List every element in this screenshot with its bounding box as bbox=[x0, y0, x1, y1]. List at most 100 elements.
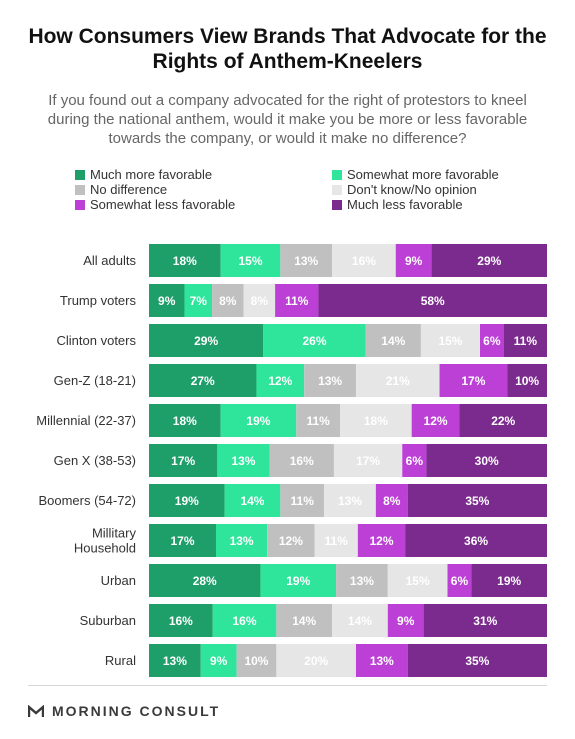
data-label: 6% bbox=[483, 334, 501, 348]
bar-segment bbox=[149, 244, 221, 277]
data-label: 13% bbox=[338, 494, 362, 508]
bar-segment bbox=[411, 404, 460, 437]
data-label: 16% bbox=[233, 614, 257, 628]
bar-segment bbox=[215, 524, 268, 557]
bar-segment bbox=[332, 604, 388, 637]
category-label-line: Millitary bbox=[92, 526, 137, 541]
data-label: 11% bbox=[325, 534, 349, 548]
chart-title: How Consumers View Brands That Advocate … bbox=[28, 25, 547, 73]
data-label: 58% bbox=[421, 294, 445, 308]
category-label: Rural bbox=[105, 653, 136, 668]
bar-segment bbox=[267, 524, 315, 557]
data-label: 19% bbox=[497, 574, 521, 588]
bar-segment bbox=[407, 644, 547, 677]
bar-segment bbox=[439, 364, 508, 397]
data-label: 13% bbox=[318, 374, 342, 388]
category-label: Trump voters bbox=[60, 293, 137, 308]
data-label: 12% bbox=[279, 534, 303, 548]
bar-segment bbox=[280, 244, 333, 277]
bar-segment bbox=[149, 604, 213, 637]
bar-segment bbox=[217, 444, 270, 477]
category-label: Urban bbox=[101, 573, 136, 588]
data-label: 18% bbox=[364, 414, 388, 428]
bar-segment bbox=[355, 644, 408, 677]
data-label: 21% bbox=[386, 374, 410, 388]
bar-segment bbox=[280, 484, 325, 517]
data-label: 19% bbox=[246, 414, 270, 428]
bar-segment bbox=[149, 324, 264, 357]
bar-segment bbox=[149, 524, 216, 557]
data-label: 30% bbox=[475, 454, 499, 468]
data-label: 14% bbox=[292, 614, 316, 628]
category-label: Millitary Household bbox=[74, 526, 137, 556]
chart-subtitle: If you found out a company advocated for… bbox=[47, 92, 528, 147]
data-label: 12% bbox=[268, 374, 292, 388]
data-label: 8% bbox=[383, 494, 401, 508]
bar-segment bbox=[149, 644, 201, 677]
bar-segment bbox=[269, 444, 334, 477]
bar-segment bbox=[340, 404, 412, 437]
bar-segment bbox=[263, 324, 366, 357]
bar-segment bbox=[355, 364, 440, 397]
bar-segment bbox=[276, 604, 333, 637]
bar-segment bbox=[224, 484, 281, 517]
brand-name: MORNING CONSULT bbox=[52, 703, 221, 719]
brand: MORNING CONSULT bbox=[28, 703, 220, 719]
bar-segment bbox=[236, 644, 277, 677]
bar-segment bbox=[276, 644, 356, 677]
data-label: 15% bbox=[238, 254, 262, 268]
data-label: 20% bbox=[304, 654, 328, 668]
bar-segment bbox=[431, 244, 547, 277]
bar-segment bbox=[447, 564, 472, 597]
data-label: 11% bbox=[514, 334, 538, 348]
data-label: 8% bbox=[251, 294, 269, 308]
bar-segment bbox=[256, 364, 305, 397]
footer-divider bbox=[28, 685, 547, 686]
data-label: 17% bbox=[171, 454, 195, 468]
bar-segment bbox=[149, 484, 225, 517]
data-label: 17% bbox=[461, 374, 485, 388]
data-label: 35% bbox=[465, 654, 489, 668]
data-label: 19% bbox=[286, 574, 310, 588]
data-label: 11% bbox=[306, 414, 330, 428]
data-label: 16% bbox=[290, 454, 314, 468]
bar-segment bbox=[357, 524, 406, 557]
data-label: 13% bbox=[231, 454, 255, 468]
category-label: Boomers (54-72) bbox=[38, 493, 136, 508]
bar-segment bbox=[407, 484, 547, 517]
data-label: 14% bbox=[381, 334, 405, 348]
data-label: 17% bbox=[170, 534, 194, 548]
bar-segment bbox=[426, 444, 547, 477]
bar-segment bbox=[318, 284, 547, 317]
data-label: 35% bbox=[465, 494, 489, 508]
morning-consult-logo-icon bbox=[28, 704, 44, 717]
data-label: 29% bbox=[194, 334, 218, 348]
stacked-bar-chart: All adults 18% 15% 13% 16% 9% 29% Trump voters 9… bbox=[36, 244, 547, 677]
data-label: 9% bbox=[397, 614, 415, 628]
bar-segment bbox=[149, 564, 261, 597]
bar-segment bbox=[395, 244, 432, 277]
data-label: 16% bbox=[352, 254, 376, 268]
bar-segment bbox=[333, 444, 403, 477]
data-label: 13% bbox=[370, 654, 394, 668]
category-label: Suburban bbox=[80, 613, 136, 628]
bar-segment bbox=[387, 604, 424, 637]
bar-segment bbox=[405, 524, 547, 557]
bar-segment bbox=[149, 364, 257, 397]
data-label: 27% bbox=[191, 374, 215, 388]
bar-segment bbox=[387, 564, 448, 597]
data-label: 7% bbox=[190, 294, 208, 308]
data-label: 31% bbox=[473, 614, 497, 628]
data-label: 12% bbox=[424, 414, 448, 428]
data-label: 18% bbox=[173, 254, 197, 268]
bar-segment bbox=[296, 404, 341, 437]
bar-segment bbox=[275, 284, 319, 317]
data-label: 9% bbox=[405, 254, 423, 268]
data-label: 9% bbox=[210, 654, 228, 668]
data-label: 13% bbox=[163, 654, 187, 668]
bar-segment bbox=[149, 444, 218, 477]
bar-segment bbox=[420, 324, 481, 357]
bar-segment bbox=[402, 444, 427, 477]
data-label: 10% bbox=[244, 654, 268, 668]
data-label: 11% bbox=[285, 294, 309, 308]
